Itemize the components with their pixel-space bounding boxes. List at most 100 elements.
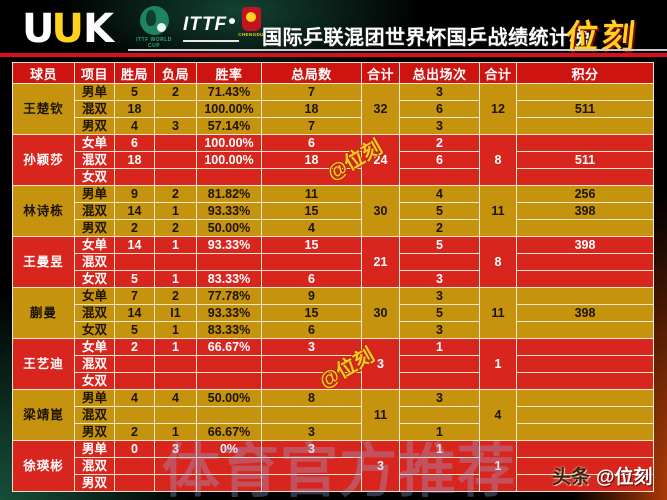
table-row: 混双: [13, 406, 654, 424]
table-row: 孙颖莎 女单 6 100.00% 6 24 2 8: [12, 134, 654, 186]
col-header-sum-appearances: 合计: [479, 62, 517, 84]
top-banner: UUK ITTF WORLD CUP ITTF CHENGDU 国际乒联混团世界…: [0, 0, 667, 60]
cell-winrate: 71.43%: [196, 83, 262, 101]
cell-appearances: 3: [399, 270, 480, 288]
cell-losses: 3: [154, 440, 197, 458]
col-header-event: 项目: [74, 62, 115, 84]
table-row: 王艺迪 女单 2 1 66.67% 3 3 1 1: [12, 338, 654, 390]
cell-total-games: 15: [261, 304, 362, 322]
ittf-world-cup-icon: [139, 6, 169, 35]
cell-points: 511: [516, 151, 654, 169]
cell-winrate: 83.33%: [196, 321, 262, 339]
cell-appearances: 2: [399, 134, 480, 152]
cell-winrate: 100.00%: [196, 134, 262, 152]
cell-event: 混双: [74, 202, 115, 220]
author-handle: @位刻: [596, 467, 653, 488]
col-header-sum-games: 合计: [361, 62, 400, 84]
cell-points: [516, 355, 654, 373]
cell-appearances: 3: [399, 287, 480, 305]
cell-losses: 3: [154, 117, 197, 135]
cell-wins: [114, 406, 155, 424]
uuk-letter: U: [51, 6, 84, 52]
cell-total-games: 9: [261, 287, 362, 305]
cell-event: 男双: [74, 423, 115, 441]
col-header-losses: 负局: [154, 62, 197, 84]
cell-event: 男双: [74, 474, 115, 492]
ittf-world-cup-label: ITTF WORLD CUP: [136, 37, 172, 49]
player-name: 徐瑛彬: [12, 440, 75, 492]
cell-sum-appearances: 11: [479, 287, 517, 339]
col-header-player: 球员: [12, 62, 75, 84]
cell-points: [516, 287, 654, 305]
cell-event: 女单: [74, 338, 115, 356]
cell-event: 女双: [74, 372, 115, 390]
cell-total-games: 18: [261, 151, 362, 169]
cell-event: 混双: [74, 304, 115, 322]
player-name: 孙颖莎: [12, 134, 75, 186]
cell-wins: 2: [114, 219, 155, 237]
cell-sum-games: 3: [361, 440, 400, 492]
cell-appearances: 1: [399, 423, 480, 441]
cell-losses: [154, 355, 197, 373]
cell-losses: [154, 134, 197, 152]
cell-points: [516, 389, 654, 407]
cell-appearances: [399, 457, 480, 475]
col-header-wins: 胜局: [114, 62, 155, 84]
cell-appearances: 2: [399, 219, 480, 237]
ittf-logo-text: ITTF: [183, 14, 228, 35]
cell-winrate: 93.33%: [196, 202, 262, 220]
cell-sum-games: 21: [361, 236, 400, 288]
cell-losses: 1: [154, 202, 197, 220]
stats-table: 球员 项目 胜局 负局 胜率 总局数 合计 总出场次 合计 积分 王楚钦 男单 5 2…: [12, 62, 654, 492]
cell-total-games: 18: [261, 100, 362, 118]
cell-winrate: 81.82%: [196, 185, 262, 203]
cell-total-games: 7: [261, 117, 362, 135]
cell-wins: 2: [114, 338, 155, 356]
cell-winrate: 83.33%: [196, 270, 262, 288]
cell-appearances: 3: [399, 321, 480, 339]
cell-appearances: 6: [399, 151, 480, 169]
cell-event: 女双: [74, 270, 115, 288]
cell-losses: [154, 457, 197, 475]
cell-wins: 0: [114, 440, 155, 458]
cell-event: 男单: [74, 389, 115, 407]
cell-appearances: 1: [399, 338, 480, 356]
cell-event: 女双: [74, 168, 115, 186]
cell-winrate: 50.00%: [196, 389, 262, 407]
cell-appearances: [399, 253, 480, 271]
cell-appearances: 3: [399, 117, 480, 135]
table-row: 男双 2 2 50.00% 4 2: [13, 219, 654, 237]
cell-wins: 4: [114, 389, 155, 407]
cell-losses: 1: [154, 321, 197, 339]
cell-losses: 1: [154, 338, 197, 356]
chengdu-emblem-icon: [241, 7, 261, 31]
banner-title: 国际乒联混团世界杯国乒战绩统计榜: [262, 27, 590, 49]
cell-event: 混双: [74, 151, 115, 169]
cell-total-games: 7: [261, 83, 362, 101]
cell-losses: [154, 168, 197, 186]
col-header-winrate: 胜率: [196, 62, 262, 84]
table-row: 梁靖崑 男单 4 4 50.00% 8 11 3 4: [12, 389, 654, 441]
uuk-logo: UUK: [22, 6, 114, 52]
table-row: 女双 5 1 83.33% 6 3: [13, 270, 654, 288]
player-name: 林诗栋: [12, 185, 75, 237]
cell-losses: 2: [154, 83, 197, 101]
cell-event: 女双: [74, 321, 115, 339]
cell-total-games: 15: [261, 236, 362, 254]
table-row: 混双 18 100.00% 18 6 511: [13, 151, 654, 169]
cell-sum-games: 32: [361, 83, 400, 135]
cell-sum-games: 30: [361, 287, 400, 339]
cell-total-games: [261, 372, 362, 390]
cell-points: [516, 372, 654, 390]
cell-appearances: [399, 355, 480, 373]
ittf-logo: ITTF: [183, 14, 239, 42]
table-row: 蒯曼 女单 7 2 77.78% 9 30 3 11: [12, 287, 654, 339]
cell-losses: [154, 406, 197, 424]
chengdu-label: CHENGDU: [238, 32, 264, 37]
cell-event: 女单: [74, 236, 115, 254]
player-name: 蒯曼: [12, 287, 75, 339]
cell-losses: [154, 372, 197, 390]
cell-appearances: 4: [399, 185, 480, 203]
cell-wins: 14: [114, 236, 155, 254]
col-header-total-games: 总局数: [261, 62, 362, 84]
